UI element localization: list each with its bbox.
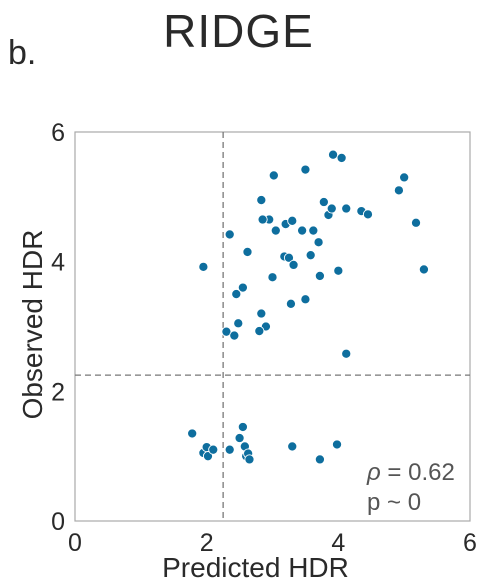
data-point xyxy=(267,272,278,283)
data-point xyxy=(314,270,325,281)
data-point xyxy=(283,252,295,263)
data-point xyxy=(231,289,242,300)
data-point xyxy=(237,421,248,433)
data-point xyxy=(341,203,352,214)
data-point xyxy=(326,203,337,214)
data-point xyxy=(256,308,267,319)
data-point xyxy=(270,225,281,236)
rho-annotation: ρ = 0.62 xyxy=(366,459,455,486)
data-point xyxy=(233,318,244,329)
data-point xyxy=(187,428,198,439)
data-point xyxy=(229,330,240,341)
x-tick-label: 4 xyxy=(331,529,345,557)
data-point xyxy=(242,246,253,257)
data-point xyxy=(257,214,268,225)
rho-symbol: ρ xyxy=(366,459,381,486)
data-point xyxy=(314,454,325,465)
data-point xyxy=(336,152,347,163)
data-point xyxy=(300,294,311,305)
data-point xyxy=(362,209,374,220)
p-value-annotation: p ~ 0 xyxy=(367,489,421,516)
chart-title: RIDGE xyxy=(163,5,314,57)
y-tick-label: 0 xyxy=(51,508,65,536)
data-point xyxy=(333,265,344,276)
y-tick-label: 2 xyxy=(51,378,65,406)
data-point xyxy=(418,264,429,275)
rho-value: = 0.62 xyxy=(381,459,455,486)
x-tick-label: 6 xyxy=(463,529,477,557)
x-tick-label: 0 xyxy=(68,529,82,557)
data-point xyxy=(198,261,209,272)
data-point xyxy=(221,326,232,337)
plot-frame xyxy=(74,131,471,522)
data-point xyxy=(237,282,248,293)
panel-label: b. xyxy=(8,34,37,72)
data-point xyxy=(318,196,329,208)
y-tick-label: 4 xyxy=(51,249,65,277)
x-axis-label: Predicted HDR xyxy=(162,552,349,582)
data-point xyxy=(202,451,214,462)
data-point xyxy=(399,172,410,183)
data-point xyxy=(287,441,298,452)
data-point xyxy=(331,439,343,450)
data-point xyxy=(297,225,308,236)
data-point xyxy=(285,298,296,309)
data-point xyxy=(341,348,352,359)
data-point xyxy=(288,259,299,270)
y-tick-label: 6 xyxy=(51,119,65,147)
data-point xyxy=(254,325,265,337)
data-point xyxy=(410,217,422,228)
data-point xyxy=(256,195,267,206)
data-point xyxy=(308,225,319,236)
y-axis-label: Observed HDR xyxy=(17,230,48,420)
data-point xyxy=(328,149,339,160)
data-point xyxy=(313,237,324,248)
data-point xyxy=(393,185,404,196)
data-point xyxy=(268,170,279,181)
data-point xyxy=(244,454,255,465)
data-point xyxy=(224,229,235,240)
data-point xyxy=(300,164,311,175)
x-tick-label: 2 xyxy=(200,529,214,557)
data-point xyxy=(287,215,298,226)
data-point xyxy=(305,250,316,261)
data-point xyxy=(224,444,235,455)
data-point xyxy=(208,444,219,455)
data-point xyxy=(234,432,245,444)
